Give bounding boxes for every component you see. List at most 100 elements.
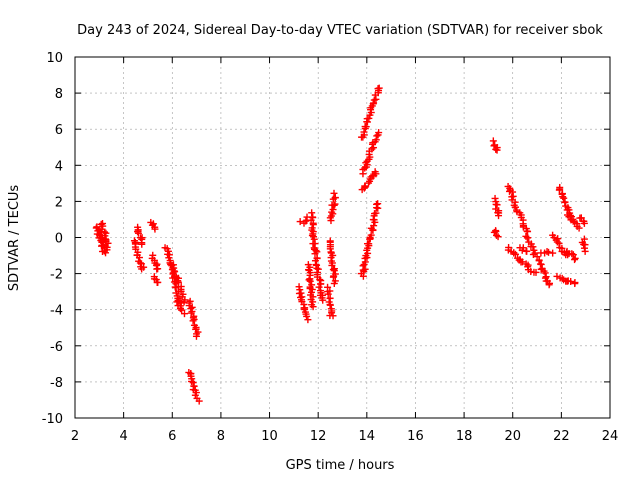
y-tick-label: -2: [50, 268, 63, 283]
x-tick-label: 18: [456, 429, 473, 444]
data-point: [330, 189, 338, 197]
data-point: [302, 217, 310, 225]
data-point: [326, 301, 334, 309]
data-point: [195, 397, 203, 405]
data-point: [151, 225, 159, 233]
data-point: [365, 114, 373, 122]
data-point: [522, 247, 530, 255]
data-point: [560, 194, 568, 202]
data-point: [103, 243, 111, 251]
data-point: [180, 298, 188, 306]
chart-title: Day 243 of 2024, Sidereal Day-to-day VTE…: [77, 23, 603, 38]
data-point: [569, 251, 577, 259]
data-point: [493, 231, 501, 239]
y-tick-label: 4: [55, 159, 63, 174]
data-point: [154, 265, 162, 273]
data-point: [314, 265, 322, 273]
data-point: [104, 239, 112, 247]
data-point: [359, 262, 367, 270]
data-point: [370, 222, 378, 230]
data-point: [524, 234, 532, 242]
data-point: [561, 198, 569, 206]
data-point: [312, 261, 320, 269]
x-tick-label: 6: [168, 429, 176, 444]
data-point: [493, 146, 501, 154]
y-tick-label: -10: [42, 412, 63, 427]
data-point: [331, 194, 339, 202]
data-point: [190, 315, 198, 323]
data-point: [316, 276, 324, 284]
x-tick-label: 2: [71, 429, 79, 444]
data-point: [315, 283, 323, 291]
data-point: [328, 201, 336, 209]
data-point: [192, 332, 200, 340]
x-tick-label: 16: [407, 429, 424, 444]
x-tick-label: 4: [119, 429, 127, 444]
data-point: [360, 128, 368, 136]
data-point: [495, 212, 503, 220]
y-tick-label: -8: [50, 376, 63, 391]
data-point: [188, 307, 196, 315]
data-point: [135, 254, 143, 262]
x-axis-label: GPS time / hours: [286, 458, 395, 473]
data-point: [309, 221, 317, 229]
data-point: [180, 310, 188, 318]
data-point: [98, 247, 106, 255]
data-point: [329, 312, 337, 320]
data-point: [177, 305, 185, 313]
data-point: [305, 276, 313, 284]
data-point: [567, 277, 575, 285]
data-point: [319, 296, 327, 304]
y-tick-label: -4: [50, 304, 63, 319]
data-point: [558, 274, 566, 282]
data-point: [326, 294, 334, 302]
data-point: [306, 277, 314, 285]
data-point: [524, 228, 532, 236]
data-point: [173, 298, 181, 306]
x-tick-label: 8: [217, 429, 225, 444]
data-point: [555, 186, 563, 194]
data-point: [317, 280, 325, 288]
data-point: [565, 213, 573, 221]
data-point: [138, 240, 146, 248]
data-point: [369, 100, 377, 108]
y-tick-label: 0: [55, 232, 63, 247]
data-point: [367, 231, 375, 239]
x-tick-label: 12: [310, 429, 327, 444]
data-point: [154, 278, 162, 286]
data-point: [188, 377, 196, 385]
data-point: [491, 194, 499, 202]
data-point: [330, 279, 338, 287]
data-point: [362, 159, 370, 167]
data-point: [545, 281, 553, 289]
data-point: [374, 200, 382, 208]
data-point: [518, 246, 526, 254]
data-point: [527, 268, 535, 276]
data-point: [134, 229, 142, 237]
x-tick-label: 24: [602, 429, 619, 444]
data-point: [312, 247, 320, 255]
data-point: [555, 239, 563, 247]
data-point: [189, 317, 197, 325]
data-point: [511, 250, 519, 258]
data-point: [543, 248, 551, 256]
y-tick-label: 2: [55, 195, 63, 210]
data-point: [329, 266, 337, 274]
y-tick-label: 6: [55, 123, 63, 138]
data-point: [492, 145, 500, 153]
data-point: [149, 220, 157, 228]
x-tick-label: 14: [359, 429, 376, 444]
data-point: [329, 206, 337, 214]
data-point: [311, 250, 319, 258]
data-point: [329, 273, 337, 281]
data-point: [568, 250, 576, 258]
data-point: [375, 129, 383, 137]
data-point: [571, 256, 579, 264]
data-point: [509, 192, 517, 200]
data-point: [309, 303, 317, 311]
data-point: [569, 217, 577, 225]
data-point: [369, 216, 377, 224]
data-point: [310, 235, 318, 243]
data-point: [308, 209, 316, 217]
